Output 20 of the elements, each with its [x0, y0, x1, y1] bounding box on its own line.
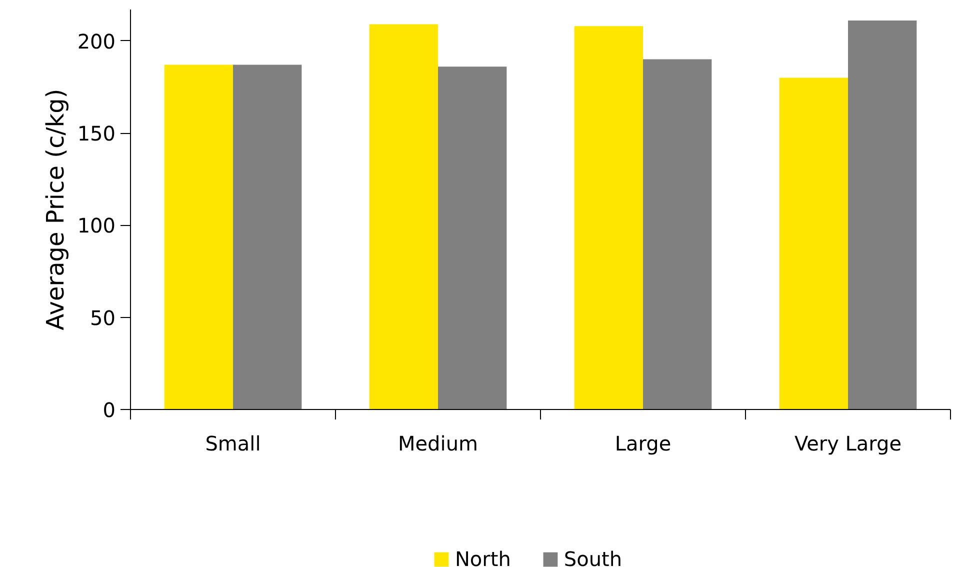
y-tick-label: 50: [90, 306, 116, 330]
bar: [848, 20, 917, 410]
bar: [369, 24, 438, 410]
x-tick-label: Large: [614, 432, 672, 456]
bar: [574, 26, 643, 410]
bar: [643, 59, 712, 410]
x-tick-label: Very Large: [794, 432, 902, 456]
x-tick-label: Small: [205, 432, 261, 456]
legend-label: North: [454, 546, 511, 567]
y-tick-label: 100: [77, 214, 116, 238]
y-axis-title: Average Price (c/kg): [41, 88, 70, 330]
y-tick-label: 150: [77, 122, 116, 146]
y-tick-label: 200: [77, 29, 116, 54]
y-tick-label: 0: [102, 398, 116, 422]
bar: [779, 78, 848, 410]
bar: [438, 66, 507, 410]
x-tick-label: Medium: [398, 432, 478, 456]
bar: [164, 64, 233, 410]
legend-label: South: [564, 546, 622, 567]
bar: [233, 64, 302, 410]
